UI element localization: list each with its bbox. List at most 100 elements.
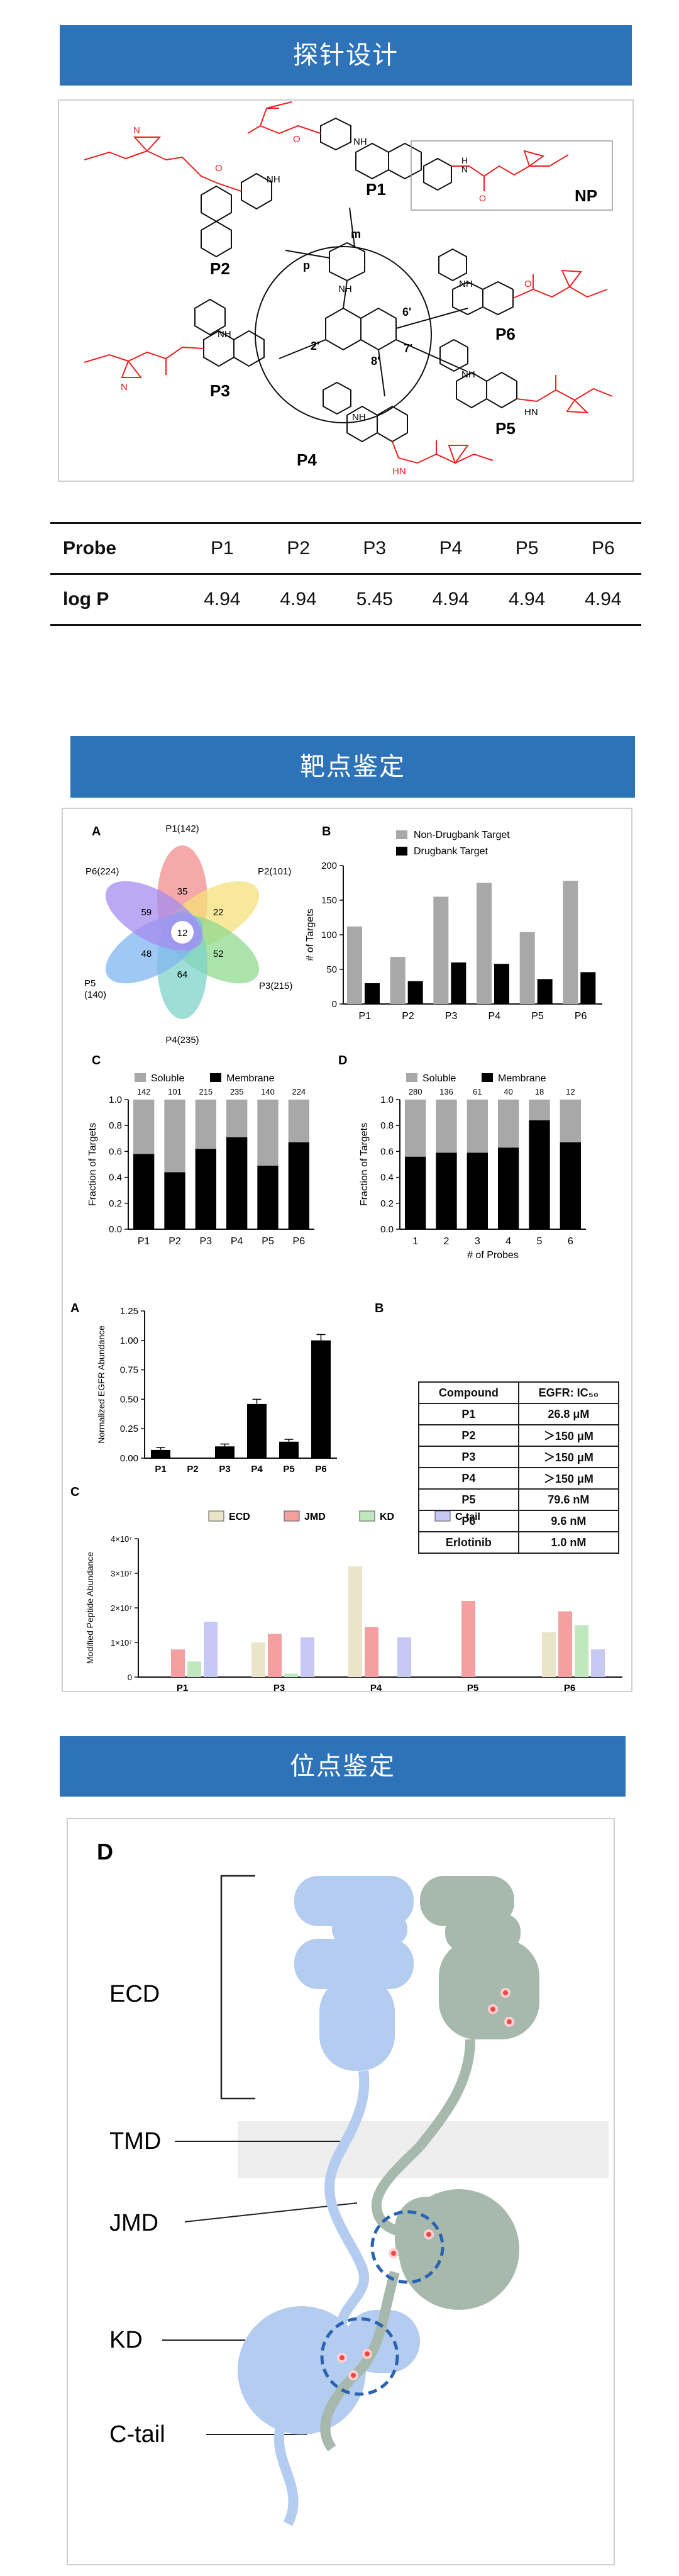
y-tick-label: 1.0 [380, 1095, 394, 1105]
venn-diagram: 35 22 52 64 48 59 12 P1(142) P2(101) P3(215) P4(23… [84, 823, 292, 1045]
x-tick-label: P3 [219, 1464, 230, 1475]
legend-swatch [406, 1073, 417, 1082]
stacked-bar [498, 1100, 519, 1148]
y-tick-label: 0.6 [109, 1146, 122, 1157]
legend-swatch [396, 847, 407, 856]
stacked-bar [164, 1100, 185, 1173]
bar [301, 1637, 314, 1677]
venn-petal-label: P1(142) [165, 823, 199, 834]
stacked-bar [405, 1156, 426, 1229]
legend-swatch [482, 1073, 493, 1082]
target-id-panel: A B C D A B C 35 22 52 64 48 59 12 P1(142) P2(10… [62, 808, 632, 1693]
x-tick-label: P5 [467, 1683, 478, 1691]
letter-b2: B [375, 1302, 384, 1315]
stacked-bar [288, 1142, 309, 1229]
probe-header-cell: Probe [50, 522, 184, 575]
x-tick-label: P6 [564, 1683, 575, 1691]
compound-header-row: Compound EGFR: IC₅₀ [418, 1381, 620, 1404]
bar [251, 1642, 265, 1677]
ic50-header: EGFR: IC₅₀ [517, 1381, 620, 1404]
svg-text:N: N [121, 382, 128, 393]
venn-unique-count: 22 [213, 907, 224, 918]
table-row: P2 ＞150 μM [418, 1424, 620, 1447]
label-p: p [303, 259, 310, 272]
y-tick-label: 0.6 [380, 1146, 394, 1157]
label-2prime: 2' [311, 340, 319, 352]
bar-total-label: 224 [292, 1087, 306, 1096]
banner-probe-design: 探针设计 [60, 25, 632, 86]
x-tick-label: P5 [531, 1011, 544, 1022]
y-tick-label: 150 [321, 895, 337, 906]
svg-text:NH: NH [353, 137, 367, 147]
legend-label: Soluble [151, 1073, 184, 1084]
legend-swatch [396, 830, 407, 839]
y-tick-label: 50 [326, 964, 337, 975]
y-tick-label: 1.0 [109, 1095, 122, 1105]
label-tmd: TMD [109, 2128, 161, 2155]
y-tick-label: 0.0 [380, 1224, 394, 1235]
table-row: P3 ＞150 μM [418, 1446, 620, 1468]
svg-text:O: O [479, 193, 486, 203]
bar [187, 1661, 201, 1677]
svg-text:HN: HN [524, 407, 538, 418]
label-8prime: 8' [371, 355, 380, 367]
x-tick-label: P5 [262, 1236, 274, 1247]
y-axis-label: Fraction of Targets [359, 1123, 370, 1206]
stacked-bar [529, 1120, 550, 1229]
bar [204, 1622, 218, 1677]
x-tick-label: 5 [537, 1236, 543, 1247]
venn-unique-count: 48 [141, 949, 152, 959]
x-tick-label: P2 [187, 1464, 198, 1475]
legend-label: Soluble [422, 1073, 456, 1084]
stacked-bar [288, 1100, 309, 1142]
bar-total-label: 142 [137, 1087, 151, 1096]
x-tick-label: P2 [402, 1011, 414, 1022]
egfr-monomer-blue [238, 1876, 420, 2526]
stacked-bar [560, 1100, 581, 1142]
venn-petal-label: P6(224) [86, 866, 119, 877]
svg-text:N: N [461, 164, 468, 174]
x-tick-label: 2 [444, 1236, 450, 1247]
table-row: P4 ＞150 μM [418, 1467, 620, 1490]
svg-text:O: O [524, 279, 532, 289]
y-tick-label: 0.75 [120, 1365, 138, 1376]
svg-text:NH: NH [218, 329, 231, 340]
venn-center-count: 12 [177, 928, 188, 939]
x-tick-label: P6 [293, 1236, 306, 1247]
y-tick-label: 3×10⁷ [111, 1569, 132, 1578]
logp-value-row: log P 4.94 4.94 5.45 4.94 4.94 4.94 [50, 574, 641, 626]
legend-swatch [208, 1510, 224, 1522]
probe-label-np: NP [575, 186, 597, 205]
stacked-bar [195, 1100, 216, 1149]
core-circle [255, 246, 432, 423]
x-tick-label: P1 [359, 1011, 372, 1022]
bar [347, 926, 362, 1004]
atom-nh-center: NH [338, 284, 352, 294]
logp-cell: 5.45 [336, 574, 413, 626]
x-tick-label: 6 [568, 1236, 573, 1247]
bar-total-label: 101 [168, 1087, 182, 1096]
y-tick-label: 100 [321, 930, 337, 940]
egfr-diagram-svg: D ECD TMD JMD KD C-tail [97, 1839, 609, 2526]
bar [537, 979, 553, 1004]
target-id-svg: A B C D A B C 35225264485912P1(142)P2(10… [70, 823, 622, 1693]
letter-d: D [338, 1054, 347, 1068]
bar-total-label: 140 [261, 1087, 275, 1096]
bar [407, 981, 423, 1004]
stacked-bar [195, 1149, 216, 1229]
logp-cell: 4.94 [565, 574, 641, 626]
bar-total-label: 235 [230, 1087, 244, 1096]
chart-fraction-probe: 0.0 0.2 0.4 0.6 0.8 1.0 Fraction of Targets P1 1… [87, 1073, 314, 1247]
label-7prime: 7' [404, 342, 412, 355]
y-tick-label: 1.25 [120, 1306, 138, 1317]
chart-fraction-nprobes: 0.0 0.2 0.4 0.6 0.8 1.0 Fraction of Targets 1 28… [359, 1073, 586, 1261]
y-tick-label: 0.50 [120, 1394, 138, 1405]
x-tick-label: P4 [370, 1683, 382, 1691]
y-axis-label: Normalized EGFR Abundance [96, 1325, 106, 1444]
stacked-bar [133, 1100, 155, 1154]
stacked-bar [436, 1100, 457, 1153]
letter-a: A [92, 825, 101, 839]
letter-c2: C [70, 1485, 79, 1499]
x-tick-label: 3 [475, 1236, 480, 1247]
bar-total-label: 61 [473, 1087, 482, 1096]
